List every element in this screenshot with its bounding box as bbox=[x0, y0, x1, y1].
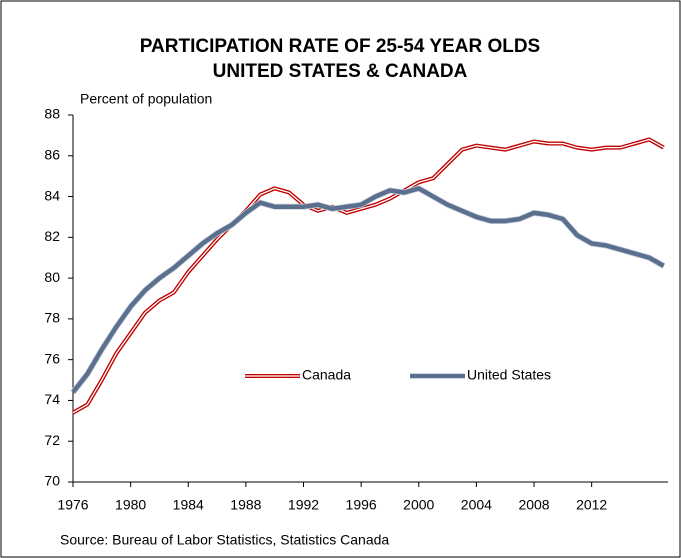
y-tick-label: 70 bbox=[44, 473, 60, 489]
series-line-inner bbox=[72, 138, 664, 414]
y-tick-label: 78 bbox=[44, 310, 60, 326]
x-tick-label: 2000 bbox=[403, 497, 434, 513]
x-tick-label: 1984 bbox=[173, 497, 204, 513]
y-tick-label: 86 bbox=[44, 146, 60, 162]
x-tick-label: 2008 bbox=[518, 497, 549, 513]
x-tick-label: 1980 bbox=[115, 497, 146, 513]
y-tick-label: 74 bbox=[44, 391, 60, 407]
legend-label: Canada bbox=[302, 367, 351, 383]
y-tick-label: 80 bbox=[44, 269, 60, 285]
x-tick-label: 2004 bbox=[461, 497, 492, 513]
y-tick-label: 82 bbox=[44, 228, 60, 244]
y-tick-label: 84 bbox=[44, 187, 60, 203]
x-tick-label: 1992 bbox=[288, 497, 319, 513]
y-tick-label: 88 bbox=[44, 106, 60, 122]
x-tick-label: 1976 bbox=[57, 497, 88, 513]
chart-title: PARTICIPATION RATE OF 25-54 YEAR OLDS bbox=[140, 36, 540, 57]
x-tick-label: 2012 bbox=[576, 497, 607, 513]
y-tick-label: 72 bbox=[44, 432, 60, 448]
legend-label: United States bbox=[467, 367, 551, 383]
y-tick-label: 76 bbox=[44, 350, 60, 366]
x-tick-label: 1988 bbox=[230, 497, 261, 513]
chart-subtitle: UNITED STATES & CANADA bbox=[213, 61, 468, 82]
y-axis-label: Percent of population bbox=[80, 91, 212, 107]
series-line bbox=[71, 186, 665, 394]
source-note: Source: Bureau of Labor Statistics, Stat… bbox=[60, 532, 389, 548]
x-tick-label: 1996 bbox=[346, 497, 377, 513]
